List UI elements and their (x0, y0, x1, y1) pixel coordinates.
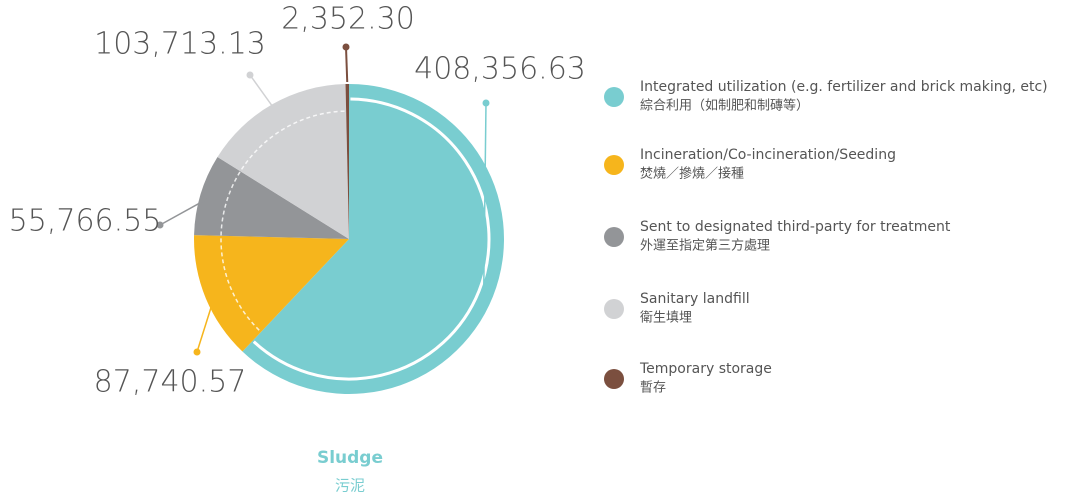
legend-label: Sent to designated third-party for treat… (640, 219, 951, 235)
value-label: 408,356.63 (414, 52, 586, 87)
legend-swatch (604, 299, 624, 319)
leader-line (482, 102, 487, 293)
inner-ring (252, 97, 491, 381)
legend-swatch (604, 369, 624, 389)
legend-swatch (604, 227, 624, 247)
inner-ring-dashed (220, 110, 347, 331)
pie-slice (194, 156, 349, 239)
pie-slice (194, 235, 349, 352)
pie-slice (345, 84, 349, 239)
legend-label-zh: 綜合利用（如制肥和制磚等） (640, 98, 809, 114)
legend-label-zh: 衛生填埋 (640, 311, 692, 326)
leader-dot (193, 348, 201, 356)
chart-subtitle: 污泥 (335, 477, 365, 495)
legend-swatch (604, 155, 624, 175)
leader-dot (156, 221, 164, 229)
legend-label: Temporary storage (639, 361, 772, 377)
pie-slice (242, 84, 505, 394)
legend-label-zh: 焚燒／摻燒／接種 (640, 166, 744, 182)
value-label: 87,740.57 (94, 365, 247, 400)
leader-dot (482, 99, 490, 107)
legend-label: Integrated utilization (e.g. fertilizer … (640, 79, 1048, 95)
value-label: 103,713.13 (94, 27, 266, 62)
legend-label: Sanitary landfill (640, 291, 750, 307)
legend-label: Incineration/Co-incineration/Seeding (640, 147, 896, 163)
value-label: 2,352.30 (281, 2, 415, 37)
leader-dot (246, 71, 254, 79)
value-label: 55,766.55 (9, 204, 162, 239)
leader-dot (342, 43, 350, 51)
leader-line (159, 196, 211, 226)
pie-slice (217, 84, 349, 239)
legend-swatch (604, 87, 624, 107)
legend-label-zh: 外運至指定第三方處理 (640, 238, 770, 254)
leader-line (196, 294, 216, 353)
chart-title: Sludge (317, 448, 383, 468)
leader-line (345, 46, 349, 83)
legend-label-zh: 暫存 (640, 381, 666, 396)
leader-line (249, 74, 278, 114)
